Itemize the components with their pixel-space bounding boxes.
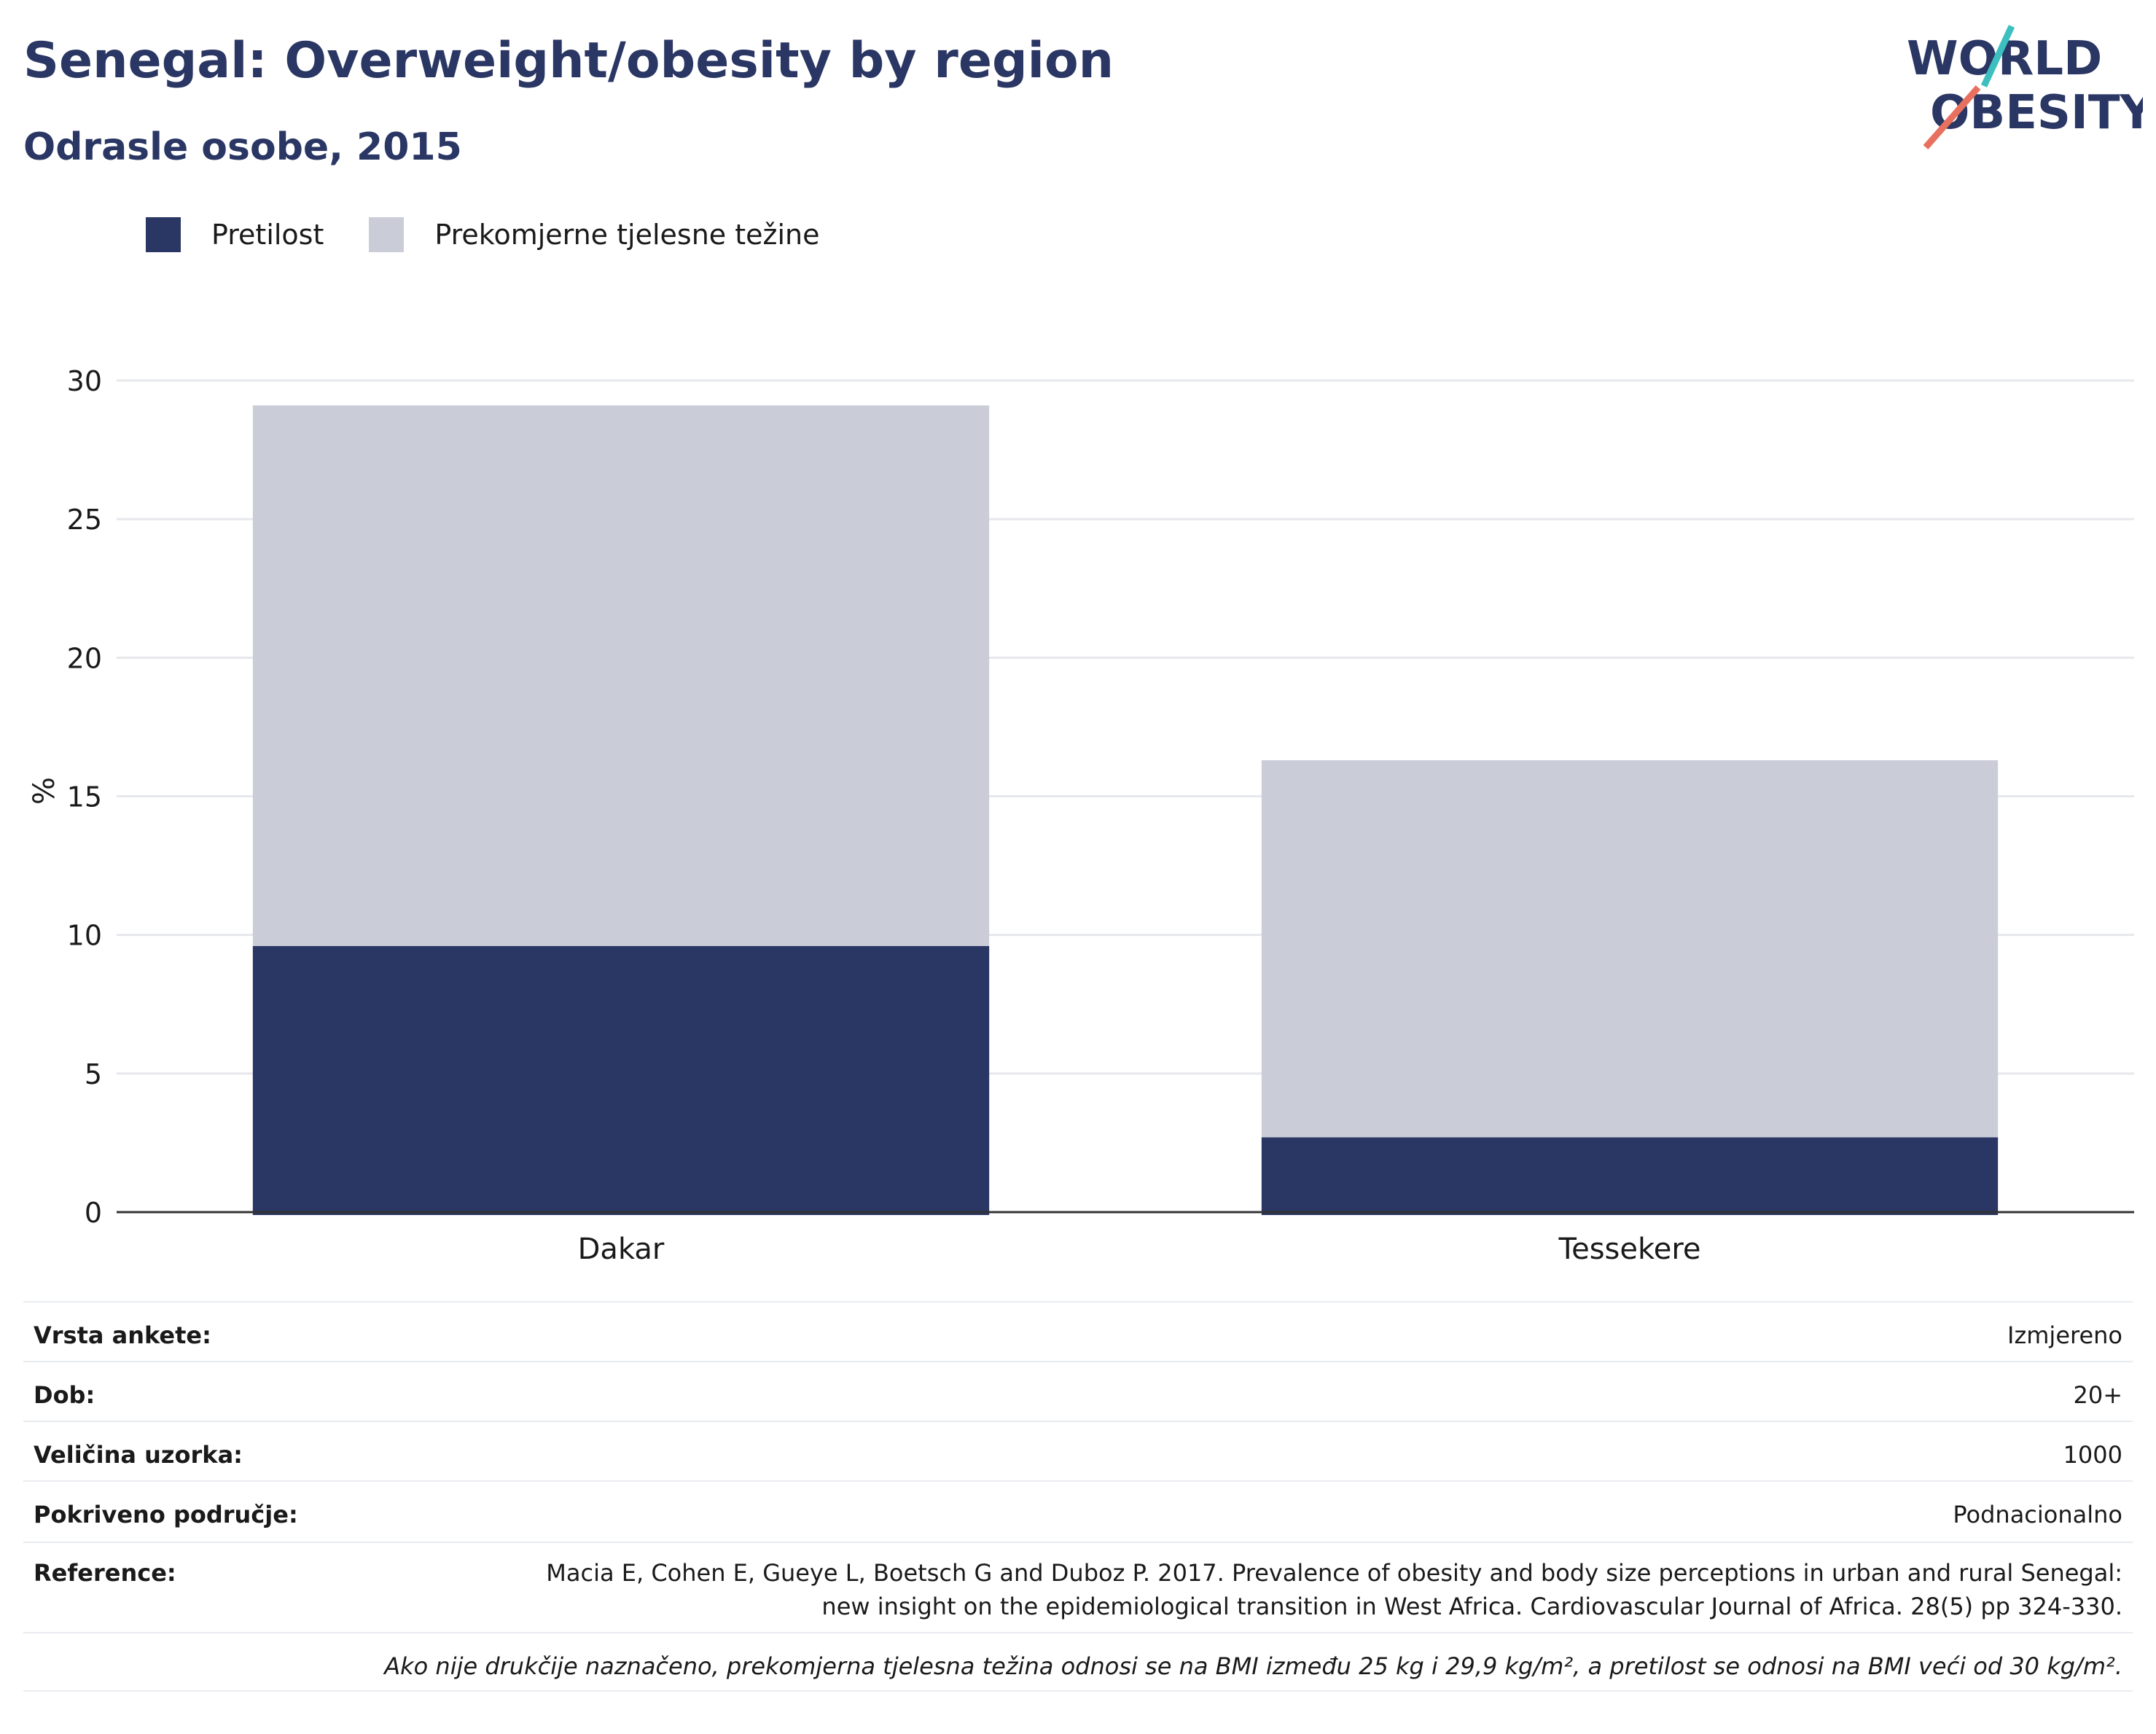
legend-label-obesity: Pretilost	[211, 219, 324, 251]
legend-label-overweight: Prekomjerne tjelesne težine	[434, 219, 820, 251]
info-row-survey-type: Vrsta ankete: Izmjereno	[23, 1301, 2133, 1361]
info-label-sample-size: Veličina uzorka:	[34, 1441, 243, 1469]
y-tick-label: 5	[85, 1058, 102, 1090]
y-tick-label: 0	[85, 1197, 102, 1229]
y-tick-label: 20	[67, 642, 102, 674]
stacked-bar-chart: 0 5 10 15 20 25 30 Dakar Tessekere %	[28, 365, 2134, 1266]
info-label-age: Dob:	[34, 1381, 95, 1409]
info-row-footnote: Ako nije drukčije naznačeno, prekomjerna…	[23, 1632, 2133, 1692]
y-tick-label: 10	[67, 920, 102, 952]
logo-slash-coral	[1923, 85, 1981, 149]
x-tick-labels: Dakar Tessekere	[578, 1233, 1701, 1266]
info-row-age: Dob: 20+	[23, 1361, 2133, 1421]
info-value-sample-size: 1000	[2063, 1441, 2122, 1469]
footnote: Ako nije drukčije naznačeno, prekomjerna…	[384, 1652, 2122, 1680]
y-tick-labels: 0 5 10 15 20 25 30	[67, 365, 102, 1229]
bar-obesity-tessekere	[1261, 1137, 1999, 1215]
bar-obesity-dakar	[252, 945, 990, 1215]
legend-item-obesity: Pretilost	[146, 217, 324, 252]
legend-swatch-overweight	[369, 217, 405, 252]
chart-subtitle: Odrasle osobe, 2015	[23, 125, 462, 169]
y-tick-label: 30	[67, 365, 102, 397]
bar-overweight-dakar	[252, 405, 990, 946]
info-value-reference: Macia E, Cohen E, Gueye L, Boetsch G and…	[446, 1556, 2122, 1623]
reference-line-2: new insight on the epidemiological trans…	[821, 1593, 2122, 1620]
info-row-sample-size: Veličina uzorka: 1000	[23, 1421, 2133, 1480]
logo-slash-teal	[1980, 25, 2015, 87]
legend-swatch-obesity	[146, 217, 181, 252]
reference-line-1: Macia E, Cohen E, Gueye L, Boetsch G and…	[546, 1559, 2122, 1587]
legend-item-overweight: Prekomjerne tjelesne težine	[369, 217, 820, 252]
info-label-survey-type: Vrsta ankete:	[34, 1321, 211, 1349]
bars	[252, 405, 1999, 1215]
y-tick-label: 25	[67, 504, 102, 536]
info-value-survey-type: Izmjereno	[2007, 1321, 2122, 1349]
info-value-age: 20+	[2073, 1381, 2122, 1409]
info-row-coverage: Pokriveno područje: Podnacionalno	[23, 1480, 2133, 1542]
logo-word-obesity: OBESITY	[1930, 86, 2143, 140]
info-value-coverage: Podnacionalno	[1953, 1501, 2122, 1528]
info-label-coverage: Pokriveno područje:	[34, 1501, 298, 1528]
chart-title: Senegal: Overweight/obesity by region	[23, 32, 1114, 90]
survey-info-table: Vrsta ankete: Izmjereno Dob: 20+ Veličin…	[23, 1301, 2133, 1692]
info-label-reference: Reference:	[34, 1559, 176, 1587]
bar-overweight-tessekere	[1261, 760, 1999, 1138]
y-axis-label: %	[28, 777, 61, 805]
y-tick-label: 15	[67, 781, 102, 813]
chart-legend: Pretilost Prekomjerne tjelesne težine	[146, 217, 865, 252]
info-row-reference: Reference: Macia E, Cohen E, Gueye L, Bo…	[23, 1542, 2133, 1632]
world-obesity-logo: WORLD OBESITY	[1907, 25, 2143, 149]
x-tick-label: Dakar	[578, 1233, 665, 1266]
x-tick-label: Tessekere	[1558, 1233, 1700, 1266]
